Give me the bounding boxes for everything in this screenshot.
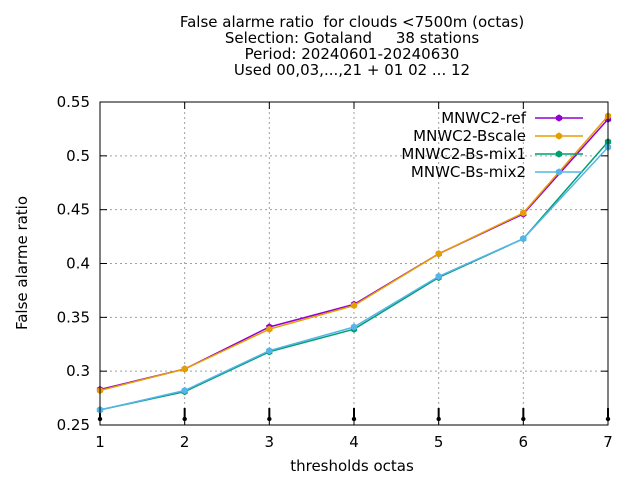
ticks: 0.25 0.3 0.35 0.4 0.45 0.5 0.55 1 2 3 4 5 6 7 [57, 93, 613, 451]
data-point [350, 323, 358, 331]
data-point [520, 209, 527, 217]
title-line: Period: 20240601-20240630 [244, 45, 460, 63]
x-tick-label: 7 [603, 433, 613, 451]
legend-swatch-marker [555, 168, 563, 176]
data-point [435, 250, 442, 258]
y-tick-label: 0.5 [66, 147, 90, 165]
title-line: False alarme ratio for clouds <7500m (oc… [179, 13, 525, 31]
data-point [520, 235, 527, 243]
legend-swatch-marker [555, 114, 563, 122]
x-marker-dot [351, 416, 357, 422]
y-tick-label: 0.25 [57, 416, 90, 434]
series-3 [96, 143, 612, 414]
series-group [96, 112, 612, 414]
title-line: Used 00,03,...,21 + 01 02 ... 12 [233, 61, 471, 79]
x-axis-label: thresholds octas [290, 457, 414, 475]
legend-label: MNWC2-Bs-mix1 [401, 145, 526, 163]
x-tick-label: 2 [180, 433, 190, 451]
x-tick-label: 3 [265, 433, 275, 451]
legend-label: MNWC-Bs-mix2 [411, 163, 526, 181]
legend-swatch-marker [555, 150, 563, 158]
chart-title: False alarme ratio for clouds <7500m (oc… [0, 14, 640, 78]
y-tick-label: 0.35 [57, 308, 90, 326]
y-tick-label: 0.3 [66, 362, 90, 380]
legend: MNWC2-refMNWC2-BscaleMNWC2-Bs-mix1MNWC-B… [401, 109, 583, 181]
y-tick-label: 0.55 [57, 93, 90, 111]
legend-swatch-marker [555, 132, 563, 140]
title-line: Selection: Gotaland 38 stations [224, 29, 480, 47]
x-marker-dot [267, 416, 272, 422]
x-tick-label: 6 [519, 433, 529, 451]
x-marker-dot [182, 416, 187, 422]
x-marker-dot [521, 416, 526, 422]
data-point [181, 386, 188, 395]
data-point [350, 301, 358, 310]
y-tick-label: 0.4 [66, 255, 90, 273]
x-tick-label: 4 [349, 433, 359, 451]
data-point [266, 347, 273, 355]
data-point [181, 365, 188, 373]
data-point [435, 272, 442, 280]
plot-frame [99, 101, 609, 426]
x-tick-label: 5 [434, 433, 444, 451]
legend-label: MNWC2-ref [441, 109, 526, 127]
x-marker-dot [436, 416, 441, 422]
x-tick-label: 1 [95, 433, 105, 451]
legend-label: MNWC2-Bscale [413, 127, 526, 145]
y-tick-label: 0.45 [57, 201, 90, 219]
data-point [266, 325, 273, 333]
grid [100, 102, 608, 425]
